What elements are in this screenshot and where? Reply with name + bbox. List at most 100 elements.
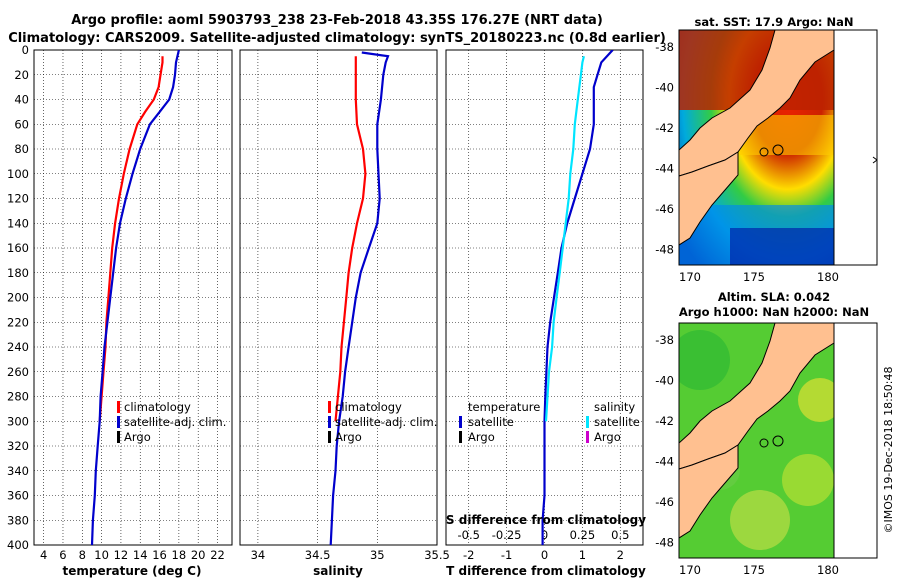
legend-label: Argo xyxy=(124,430,151,444)
legend-swatch-climatology xyxy=(117,401,120,413)
map-y-tick: -42 xyxy=(655,414,674,428)
sla-map-frame xyxy=(678,322,878,559)
x-tick-label: 34.5 xyxy=(305,548,331,562)
x-tick-label: 20 xyxy=(191,548,206,562)
x-tick-label: 35 xyxy=(370,548,385,562)
map-y-tick: -46 xyxy=(655,495,674,509)
temperature-legend: climatology satellite-adj. clim. Argo xyxy=(117,400,226,444)
y-tick-label: 40 xyxy=(14,93,29,107)
difference-legend: temperature satellite Argo salinity sate… xyxy=(459,400,640,444)
map-x-tick: 180 xyxy=(817,270,839,284)
salinity-xlabel: salinity xyxy=(313,564,363,578)
x-tick-label: 2 xyxy=(617,548,624,562)
sla-map xyxy=(679,323,877,558)
salinity-panel xyxy=(239,49,438,546)
map-y-tick: -40 xyxy=(655,374,674,388)
x-tick-label: -1 xyxy=(501,548,512,562)
y-tick-label: 360 xyxy=(7,489,29,503)
y-tick-label: 280 xyxy=(7,390,29,404)
legend-swatch-argo xyxy=(328,431,331,443)
sst-map-title: sat. SST: 17.9 Argo: NaN xyxy=(694,15,853,29)
y-tick-label: 0 xyxy=(22,43,29,57)
y-tick-label: 300 xyxy=(7,414,29,428)
title-line-1: Argo profile: aoml 5903793_238 23-Feb-20… xyxy=(71,13,603,28)
map-x-tick: 180 xyxy=(817,563,839,577)
temperature-xlabel: temperature (deg C) xyxy=(63,564,202,578)
x-tick-label: 12 xyxy=(114,548,129,562)
x-tick-label: 10 xyxy=(94,548,109,562)
x-tick-label: 6 xyxy=(59,548,66,562)
x-tick-label: 35.5 xyxy=(424,548,450,562)
map-y-tick: -48 xyxy=(655,243,674,257)
map-x-tick: 175 xyxy=(743,563,765,577)
series-line-satellite-adj-clim- xyxy=(90,50,180,545)
map-x-tick: 170 xyxy=(679,270,701,284)
legend-label: Argo xyxy=(594,430,621,444)
y-tick-label: 240 xyxy=(7,340,29,354)
x-tick-label: 1 xyxy=(579,548,586,562)
legend-swatch-t-argo xyxy=(459,431,462,443)
x-tick-label: 18 xyxy=(172,548,187,562)
legend-label: satellite xyxy=(468,415,514,429)
y-tick-label: 200 xyxy=(7,291,29,305)
map-y-tick: -44 xyxy=(655,162,674,176)
legend-swatch-argo xyxy=(117,431,120,443)
credit: ©IMOS 19-Dec-2018 18:50:48 xyxy=(882,367,895,534)
y-tick-label: 220 xyxy=(7,315,29,329)
x-tick-label: 4 xyxy=(40,548,47,562)
legend-swatch-climatology xyxy=(328,401,331,413)
legend-label: climatology xyxy=(124,400,191,414)
map-y-tick: -46 xyxy=(655,202,674,216)
s-difference-label: S difference from climatology xyxy=(446,513,646,527)
legend-label: satellite xyxy=(594,415,640,429)
series-line-salinity-satellite xyxy=(544,55,585,422)
legend-swatch-t-satellite xyxy=(459,416,462,428)
legend-swatch-satellite xyxy=(328,416,331,428)
x-tick-label: 16 xyxy=(152,548,167,562)
difference-xlabel: T difference from climatology xyxy=(446,564,646,578)
title-line-2: Climatology: CARS2009. Satellite-adjuste… xyxy=(8,31,666,46)
y-tick-label: 340 xyxy=(7,464,29,478)
legend-label: satellite-adj. clim. xyxy=(124,415,226,429)
s-diff-tick-label: 0.25 xyxy=(570,528,596,542)
map-y-tick: -38 xyxy=(655,40,674,54)
s-diff-tick-label: 0.5 xyxy=(611,528,629,542)
map-y-tick: -40 xyxy=(655,81,674,95)
legend-heading: temperature xyxy=(468,400,540,414)
s-diff-tick-label: -0.25 xyxy=(492,528,522,542)
map-x-tick: 170 xyxy=(679,563,701,577)
y-tick-label: 60 xyxy=(14,117,29,131)
x-tick-label: 8 xyxy=(79,548,86,562)
y-tick-label: 120 xyxy=(7,192,29,206)
legend-label: satellite-adj. clim. xyxy=(335,415,437,429)
y-tick-label: 260 xyxy=(7,365,29,379)
x-tick-label: 34 xyxy=(251,548,266,562)
y-tick-label: 80 xyxy=(14,142,29,156)
series-line-temperature-satellite xyxy=(541,50,614,545)
y-tick-label: 380 xyxy=(7,513,29,527)
map-x-tick: 175 xyxy=(743,270,765,284)
x-tick-label: 22 xyxy=(210,548,225,562)
legend-label: climatology xyxy=(335,400,402,414)
map-y-tick: -38 xyxy=(655,333,674,347)
legend-label: Argo xyxy=(468,430,495,444)
y-tick-label: 400 xyxy=(7,538,29,552)
sst-map-frame xyxy=(678,29,878,266)
y-tick-label: 140 xyxy=(7,216,29,230)
y-tick-label: 160 xyxy=(7,241,29,255)
s-diff-tick-label: -0.5 xyxy=(458,528,480,542)
y-tick-label: 100 xyxy=(7,167,29,181)
x-tick-label: 0 xyxy=(541,548,548,562)
x-tick-label: -2 xyxy=(463,548,474,562)
series-line-satellite-adj-clim- xyxy=(329,51,390,545)
legend-swatch-s-satellite xyxy=(586,416,589,428)
x-tick-label: 14 xyxy=(133,548,148,562)
y-tick-label: 180 xyxy=(7,266,29,280)
map-y-tick: -42 xyxy=(655,121,674,135)
sst-map xyxy=(679,30,877,265)
legend-heading: salinity xyxy=(594,400,635,414)
salinity-legend: climatology satellite-adj. clim. Argo xyxy=(328,400,437,444)
series-line-climatology xyxy=(334,56,367,422)
y-tick-label: 320 xyxy=(7,439,29,453)
